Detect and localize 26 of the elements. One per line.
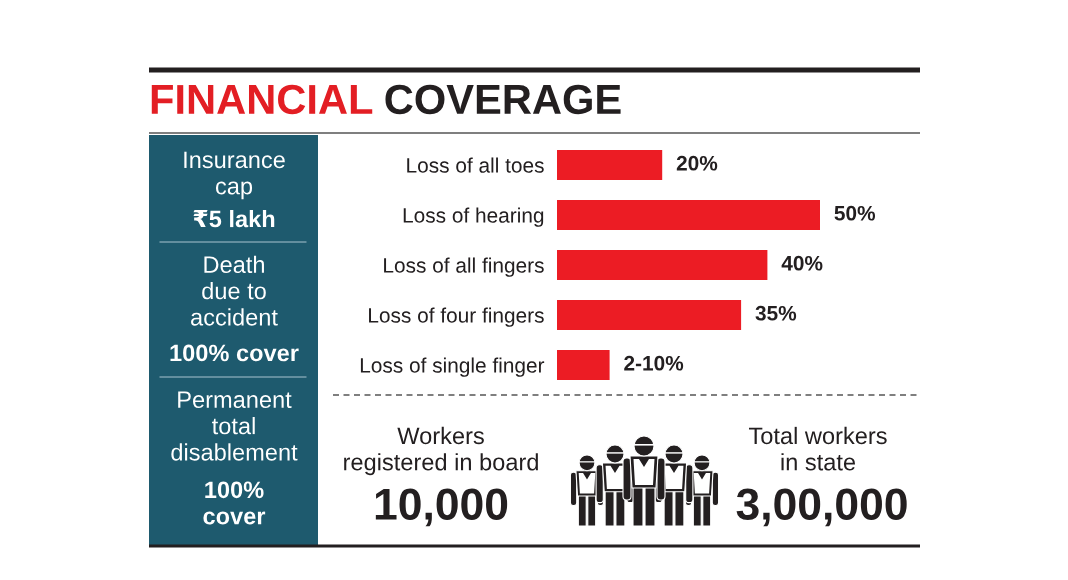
text: 3,00,000 <box>736 488 907 527</box>
text: Death due to accident <box>191 255 278 326</box>
data-label: 20% <box>676 155 718 171</box>
text: ₹5 lakh <box>193 209 275 228</box>
annotation: 2-10% <box>624 355 684 371</box>
y-tick-label: Loss of all toes <box>407 157 544 173</box>
text: Permanent total disablement <box>171 391 298 461</box>
data-label: 40% <box>781 255 823 271</box>
text: Total workers in state <box>749 426 887 471</box>
text: 100% cover <box>170 344 299 362</box>
bar <box>557 350 610 380</box>
bar <box>557 250 768 280</box>
y-tick-label: Loss of hearing <box>403 207 544 227</box>
text: Insurance cap <box>184 151 285 200</box>
y-tick-label: Loss of single finger <box>360 357 545 377</box>
bar <box>557 200 820 230</box>
bar <box>557 300 742 330</box>
y-tick-label: Loss of four fingers <box>369 307 544 327</box>
y-tick-label: Loss of all fingers <box>384 257 544 277</box>
data-label: 35% <box>755 305 797 321</box>
chart-title: FINANCIAL COVERAGE <box>151 84 621 115</box>
bar <box>557 150 663 180</box>
text: 10,000 <box>375 488 508 527</box>
text: 100% cover <box>203 481 266 525</box>
data-label: 50% <box>834 205 876 221</box>
text: Workers registered in board <box>344 426 538 476</box>
